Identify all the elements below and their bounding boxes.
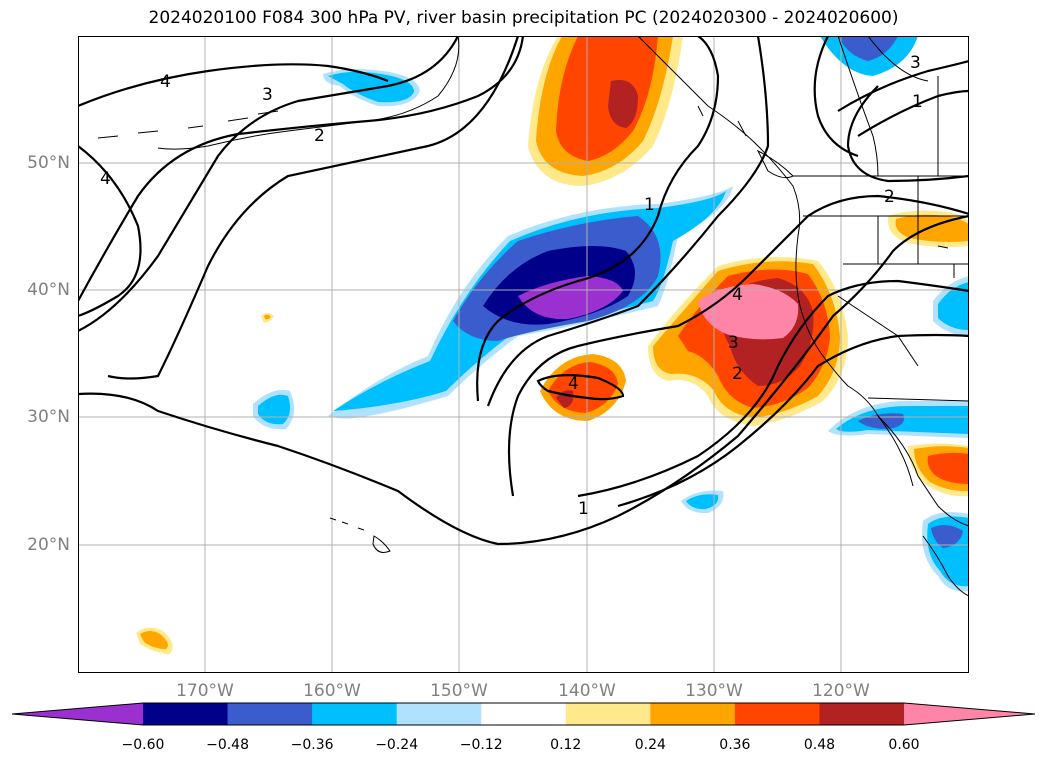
contour-label: 2	[884, 187, 895, 207]
lon-label-150w: 150°W	[430, 681, 488, 701]
border-us-mexico	[867, 397, 969, 402]
pv-contour-1c	[846, 85, 969, 183]
coast-ne-bay	[867, 36, 929, 82]
colorbar-tick-label: 0.48	[803, 737, 836, 753]
contour-label: 3	[728, 333, 739, 353]
contour-label: 4	[568, 374, 579, 394]
precip-shading	[136, 36, 969, 654]
shade-negative-east	[938, 282, 969, 330]
lat-label-20n: 20°N	[27, 535, 70, 555]
pv-contour-inner	[507, 194, 969, 497]
pv-contour-2b	[486, 36, 770, 407]
contour-label: 3	[262, 85, 273, 105]
pv-contour-3ne	[837, 59, 969, 112]
colorbar-cell	[143, 703, 229, 725]
colorbar-tick-label: −0.12	[459, 737, 503, 753]
shade-negative-ne	[838, 36, 898, 61]
colorbar-cell	[565, 703, 651, 725]
contour-label: 1	[644, 195, 655, 215]
pv-contour-outer	[78, 214, 969, 546]
coast-mexico	[922, 535, 969, 597]
pv-contour-4	[78, 145, 142, 318]
shade-positive-tiny	[264, 314, 271, 320]
contour-label: 4	[160, 72, 171, 92]
colorbar	[11, 702, 1036, 726]
pv-contour-3	[78, 36, 459, 332]
lon-label-160w: 160°W	[303, 681, 361, 701]
colorbar-cell	[819, 703, 905, 725]
lon-label-120w: 120°W	[812, 681, 870, 701]
colorbar-tick-label: −0.48	[206, 737, 249, 753]
colorbar-tick-label: −0.24	[375, 737, 419, 753]
contour-label: 2	[314, 126, 325, 146]
contour-label: 3	[910, 53, 921, 73]
pv-contours	[78, 36, 969, 546]
pv-contour-2	[78, 36, 525, 302]
colorbar-extend-high	[904, 703, 1035, 725]
lat-label-40n: 40°N	[27, 280, 70, 300]
border-state	[837, 295, 919, 367]
lat-label-30n: 30°N	[27, 407, 70, 427]
shade-negative-small	[686, 494, 719, 510]
contour-label: 1	[912, 92, 923, 112]
contour-label: 2	[732, 364, 743, 384]
coastlines	[97, 36, 969, 597]
coast-panhandle	[637, 36, 969, 527]
colorbar-cell	[481, 703, 567, 725]
pv-contour-1d	[813, 36, 859, 158]
pv-contour-3b	[577, 279, 969, 498]
map-canvas[interactable]: 4 3 2 4 1 3 1 2 4 4 3 2 1	[78, 36, 969, 673]
colorbar-tick-label: −0.60	[121, 737, 165, 753]
lon-label-140w: 140°W	[558, 681, 616, 701]
shade-negative-center	[518, 276, 623, 320]
shade-positive-gulf	[608, 80, 638, 128]
pv-contour-1-big	[107, 36, 520, 380]
islands-hg	[697, 105, 747, 137]
colorbar-extend-low	[12, 703, 143, 725]
coast-baja	[877, 415, 914, 487]
border-bc-alberta	[837, 36, 879, 177]
lon-label-130w: 130°W	[685, 681, 743, 701]
pv-contour-1	[476, 36, 720, 402]
contour-label: 4	[732, 285, 743, 305]
colorbar-cell	[312, 703, 398, 725]
contour-label: 1	[578, 499, 589, 519]
pv-contour-2c	[617, 333, 969, 508]
islands-hawaii	[329, 517, 391, 553]
colorbar-cell	[227, 703, 313, 725]
pv-contour-2ne	[857, 89, 969, 137]
coast-alaska	[157, 36, 460, 150]
colorbar-tick-label: 0.12	[550, 737, 582, 753]
shade-negative-alaska	[328, 71, 414, 103]
pv-contour-4	[78, 63, 389, 108]
pv-contour-4-loop	[536, 374, 625, 401]
colorbar-cell	[734, 703, 820, 725]
lon-label-170w: 170°W	[176, 681, 234, 701]
colorbar-tick-label: 0.60	[888, 737, 920, 753]
colorbar-outline	[11, 702, 1036, 726]
colorbar-tick-label: −0.36	[290, 737, 334, 753]
islands-vancouver	[756, 149, 794, 179]
colorbar-tick-label: 0.36	[719, 737, 751, 753]
shade-negative-se	[931, 525, 963, 548]
map-panel[interactable]: 4 3 2 4 1 3 1 2 4 4 3 2 1	[78, 36, 969, 673]
colorbar-cell	[650, 703, 736, 725]
colorbar-tick-label: 0.24	[634, 737, 666, 753]
shade-positive-gulf	[556, 36, 658, 161]
contour-label: 4	[100, 169, 111, 189]
colorbar-cell	[396, 703, 482, 725]
islands-aleutian	[97, 110, 279, 139]
map-title: 2024020100 F084 300 hPa PV, river basin …	[148, 8, 899, 28]
map-frame	[78, 36, 969, 673]
lat-label-50n: 50°N	[27, 153, 70, 173]
contour-labels: 4 3 2 4 1 3 1 2 4 4 3 2 1	[100, 53, 923, 519]
lake-small	[937, 245, 949, 249]
shade-positive-baja	[927, 452, 969, 484]
shade-positive-south	[140, 631, 168, 649]
